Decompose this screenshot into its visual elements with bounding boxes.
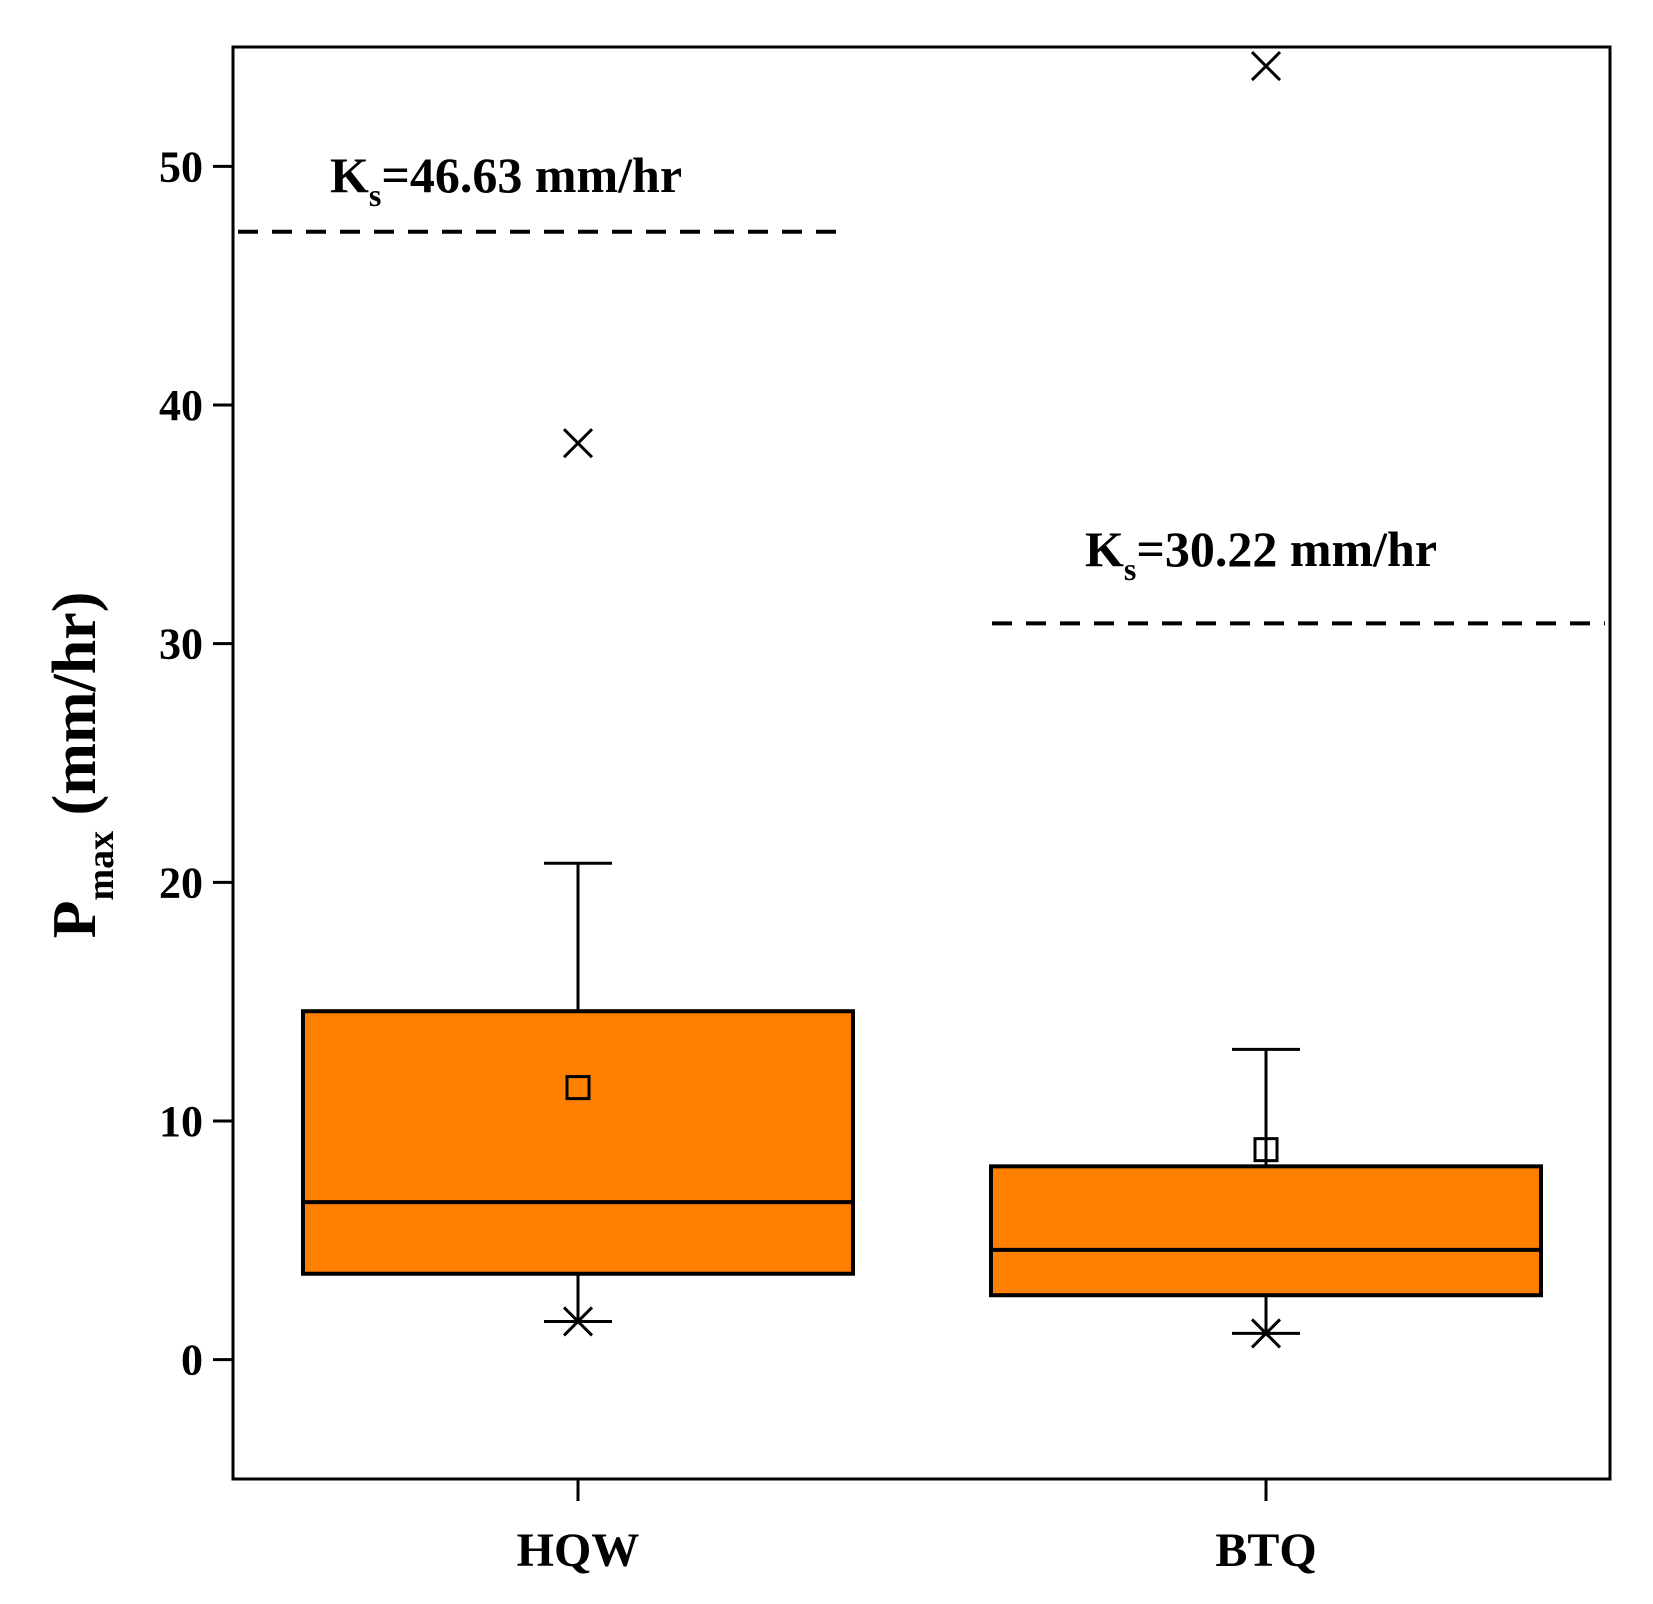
y-axis-label: Pmax (mm/hr) xyxy=(41,592,122,939)
x-tick-label: BTQ xyxy=(1215,1524,1316,1577)
ks-label: Ks=30.22 mm/hr xyxy=(1085,521,1437,587)
mean-marker xyxy=(565,1075,591,1101)
x-tick-label: HQW xyxy=(517,1524,640,1577)
y-tick-label: 50 xyxy=(159,142,203,191)
ks-label: Ks=46.63 mm/hr xyxy=(330,147,682,213)
min-marker xyxy=(562,1306,594,1337)
y-axis-label-sub: max xyxy=(80,831,122,901)
y-tick-label: 40 xyxy=(159,381,203,430)
y-tick-label: 30 xyxy=(159,620,203,669)
y-axis-label-rest: (mm/hr) xyxy=(41,592,109,831)
y-tick-label: 0 xyxy=(181,1336,203,1385)
y-tick-label: 20 xyxy=(159,858,203,907)
box-iqr xyxy=(989,1164,1543,1298)
outlier-marker xyxy=(562,428,594,459)
axes: 0 10 20 30 40 50 HQW BTQ xyxy=(159,142,1317,1577)
box-iqr xyxy=(301,1009,855,1276)
y-tick-label: 10 xyxy=(159,1097,203,1146)
plot-frame xyxy=(231,45,1612,1481)
mean-marker xyxy=(1253,1137,1279,1163)
plot-area: Ks=46.63 mm/hr Ks=30.22 mm/hr xyxy=(238,51,1605,1349)
outlier-marker xyxy=(1250,51,1282,82)
y-axis-label-main: P xyxy=(41,901,109,939)
min-marker xyxy=(1250,1318,1282,1349)
